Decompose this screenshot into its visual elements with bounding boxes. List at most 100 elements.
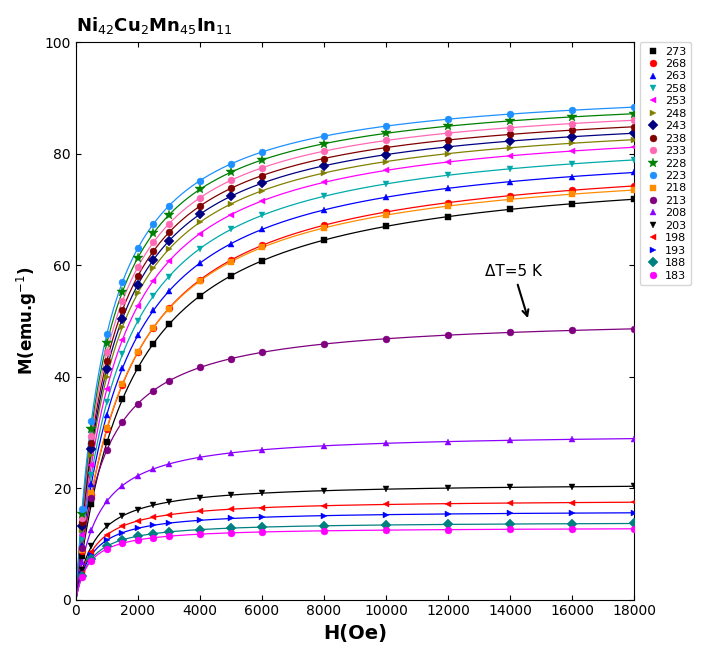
213: [506, 328, 515, 336]
Line: 213: 213: [78, 325, 638, 551]
238: [149, 247, 157, 255]
228: [320, 139, 328, 147]
188: [149, 530, 157, 538]
223: [102, 330, 111, 338]
228: [87, 424, 95, 432]
263: [78, 541, 86, 549]
243: [102, 365, 111, 373]
183: [568, 525, 576, 533]
193: [78, 570, 86, 578]
273: [118, 395, 126, 403]
243: [133, 280, 142, 288]
273: [444, 213, 453, 220]
188: [382, 521, 390, 529]
218: [630, 186, 638, 194]
238: [78, 519, 86, 526]
198: [444, 499, 453, 507]
268: [102, 425, 111, 433]
228: [196, 186, 204, 193]
213: [118, 418, 126, 426]
248: [87, 451, 95, 459]
183: [149, 534, 157, 542]
248: [568, 139, 576, 147]
223: [320, 132, 328, 140]
183: [78, 572, 86, 580]
213: [568, 326, 576, 334]
263: [149, 307, 157, 315]
Line: 258: 258: [78, 157, 638, 544]
273: [164, 320, 173, 328]
243: [506, 137, 515, 145]
223: [568, 106, 576, 114]
273: [506, 205, 515, 213]
253: [133, 302, 142, 310]
188: [102, 542, 111, 550]
243: [164, 237, 173, 245]
198: [196, 507, 204, 515]
238: [164, 228, 173, 236]
218: [258, 243, 266, 251]
243: [320, 162, 328, 170]
Line: 218: 218: [78, 186, 638, 553]
188: [444, 520, 453, 528]
Line: 223: 223: [78, 104, 638, 513]
268: [444, 199, 453, 207]
248: [506, 144, 515, 152]
228: [133, 254, 142, 262]
208: [506, 436, 515, 444]
203: [258, 489, 266, 497]
203: [196, 494, 204, 502]
268: [320, 221, 328, 229]
203: [164, 498, 173, 506]
253: [444, 158, 453, 166]
263: [227, 240, 235, 247]
193: [227, 515, 235, 522]
238: [118, 306, 126, 314]
218: [196, 277, 204, 285]
248: [444, 149, 453, 157]
248: [196, 218, 204, 226]
198: [506, 499, 515, 507]
268: [118, 380, 126, 388]
188: [506, 520, 515, 528]
248: [78, 526, 86, 534]
228: [102, 339, 111, 347]
208: [118, 482, 126, 490]
253: [630, 143, 638, 151]
203: [87, 542, 95, 550]
198: [102, 531, 111, 539]
218: [149, 324, 157, 332]
253: [506, 152, 515, 160]
Line: 248: 248: [78, 136, 638, 533]
228: [149, 229, 157, 237]
203: [630, 482, 638, 490]
213: [149, 387, 157, 395]
208: [320, 442, 328, 450]
253: [164, 257, 173, 265]
Line: 273: 273: [78, 195, 638, 559]
188: [118, 536, 126, 544]
268: [133, 348, 142, 356]
218: [102, 424, 111, 432]
268: [630, 182, 638, 190]
Line: 253: 253: [78, 144, 638, 538]
Y-axis label: M(emu.g$^{-1}$): M(emu.g$^{-1}$): [15, 266, 39, 375]
213: [444, 331, 453, 339]
268: [196, 276, 204, 284]
218: [227, 258, 235, 266]
198: [87, 548, 95, 556]
248: [149, 264, 157, 272]
233: [196, 194, 204, 202]
218: [382, 211, 390, 219]
208: [78, 559, 86, 567]
258: [196, 245, 204, 253]
203: [133, 505, 142, 513]
198: [227, 505, 235, 513]
Line: 228: 228: [77, 109, 639, 519]
273: [630, 195, 638, 203]
228: [118, 288, 126, 296]
193: [102, 536, 111, 544]
248: [102, 372, 111, 380]
268: [258, 241, 266, 249]
233: [164, 220, 173, 228]
